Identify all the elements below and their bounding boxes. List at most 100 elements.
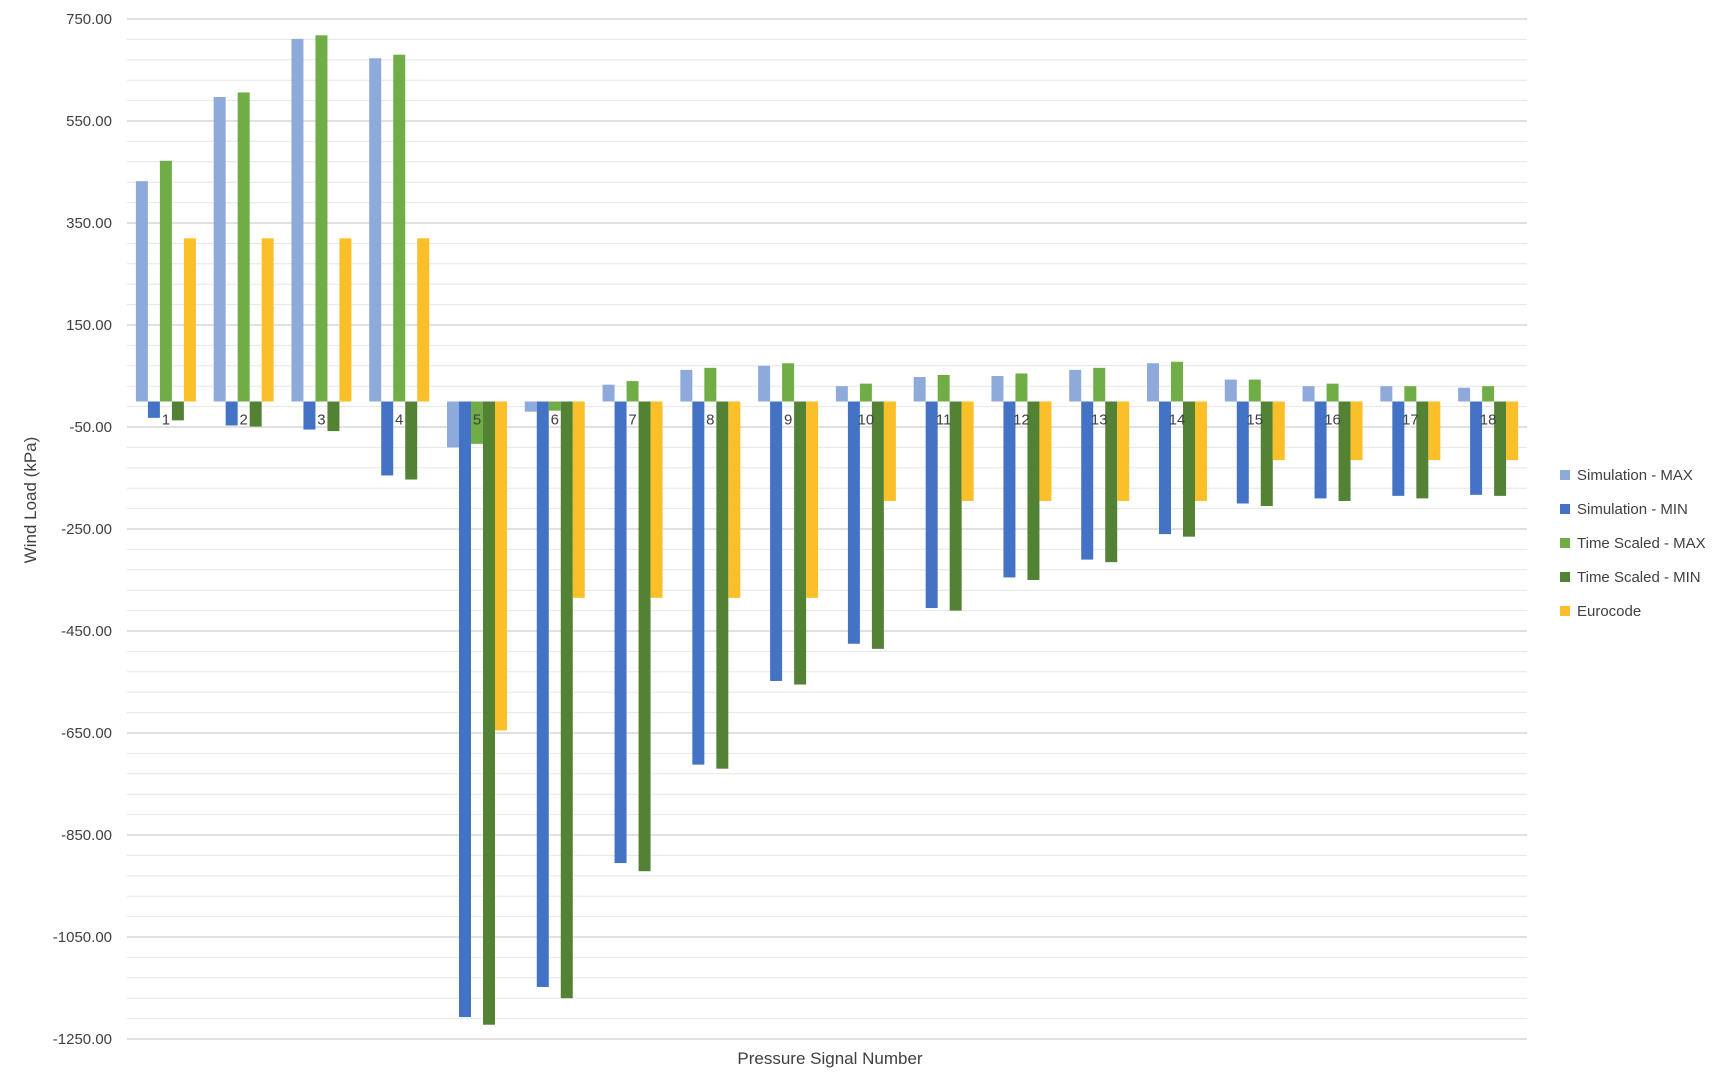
bar [1506,401,1519,461]
bar [1224,379,1237,402]
bar [1272,401,1285,461]
bar [602,384,615,402]
x-tick-label: 7 [628,412,636,429]
bar [716,401,729,769]
bar [1236,401,1249,504]
bar [704,367,717,402]
legend-label: Time Scaled - MAX [1577,535,1706,552]
bar [171,401,184,421]
x-tick-label: 15 [1246,412,1263,429]
bar [1171,361,1183,402]
bar [1338,401,1351,501]
bar [638,401,651,872]
bar [1248,379,1261,402]
y-tick-label: -250.00 [61,521,112,538]
bar [459,401,471,1018]
y-tick-label: -850.00 [61,827,112,844]
bar [1302,386,1315,402]
bar [1081,401,1094,560]
bar [794,401,807,685]
bar [495,401,507,731]
bar [1494,401,1507,496]
bar [339,238,352,402]
bar [1428,401,1441,461]
legend-swatch [1560,538,1570,548]
x-tick-label: 6 [551,412,559,429]
bar [626,381,639,402]
legend-swatch [1560,504,1570,514]
bar [1105,401,1118,563]
bar [1039,401,1052,501]
bar [871,401,884,649]
y-tick-label: -450.00 [61,623,112,640]
bar [913,377,926,402]
y-tick-label: -650.00 [61,725,112,742]
bar [782,363,795,402]
x-tick-label: 12 [1013,412,1030,429]
x-tick-label: 17 [1402,412,1419,429]
bar [369,58,382,402]
bar [213,97,226,402]
bar [949,401,962,611]
legend-label: Simulation - MIN [1577,501,1688,518]
y-tick-label: 150.00 [66,317,112,334]
legend-swatch [1560,572,1570,582]
bar [925,401,938,609]
y-tick-label: 350.00 [66,215,112,232]
bar [135,181,148,402]
bar [147,401,160,418]
bar [1027,401,1040,580]
bar [572,401,585,598]
y-tick-label: 550.00 [66,113,112,130]
x-tick-label: 5 [473,412,481,429]
bar [1350,401,1363,461]
bar [327,401,340,432]
bar [159,160,172,402]
x-tick-label: 10 [858,412,875,429]
bar [1147,363,1159,402]
bar [1416,401,1429,499]
bar [991,376,1004,402]
y-tick-label: -1050.00 [53,929,112,946]
bar [548,401,561,411]
bar [1260,401,1273,507]
bar [614,401,627,864]
bar [381,401,394,476]
x-tick-label: 16 [1324,412,1341,429]
bar [1195,401,1207,501]
bar [483,401,495,1025]
bar [883,401,896,501]
y-tick-label: 750.00 [66,11,112,28]
x-tick-label: 11 [936,412,952,429]
y-axis: 750.00 550.00 350.00 150.00 -50.00 -250.00 -45… [53,11,112,1048]
bar [261,238,274,402]
bar [835,386,848,402]
bar [536,401,549,987]
bar [225,401,238,426]
bar [1159,401,1171,535]
bar [650,401,663,598]
bar [1069,369,1082,402]
x-tick-label: 2 [239,412,247,429]
legend-label: Time Scaled - MIN [1577,569,1701,586]
x-tick-label: 3 [317,412,325,429]
bar [692,401,705,765]
bars [135,35,1519,1025]
bar [770,401,783,681]
bar [303,401,316,430]
bar [417,238,430,402]
bar [237,92,250,402]
legend-label: Simulation - MAX [1577,467,1693,484]
bar [728,401,741,598]
bar [1093,367,1106,402]
bar [560,401,573,999]
bar [524,401,537,412]
bar [1183,401,1195,537]
bar [758,365,771,402]
bar [859,383,872,402]
x-tick-label: 18 [1480,412,1497,429]
bar [1314,401,1327,499]
bar [1392,401,1405,496]
legend-label: Eurocode [1577,603,1641,620]
